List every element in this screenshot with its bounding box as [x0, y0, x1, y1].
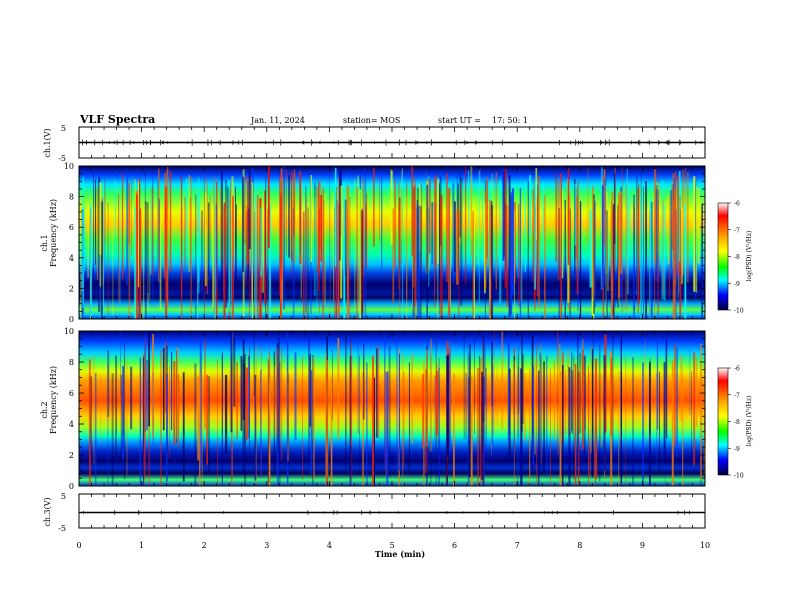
ch3-ytick-bottom: -5	[58, 524, 66, 533]
time-axis-tick-label: 3	[264, 541, 269, 550]
ch1-spectrogram-yticks: 0 2 4 6 8 10	[64, 162, 705, 324]
ch3-waveform-time-ticks	[78, 494, 706, 528]
frequency-tick-label: 8	[69, 358, 74, 367]
ch1-ytick-top: 5	[61, 124, 66, 133]
colorbar-tick-label: -6	[734, 366, 740, 373]
colorbar-tick-label: -8	[734, 419, 740, 426]
colorbar-tick-label: -7	[734, 227, 740, 234]
ch1-colorbar-scale	[717, 202, 729, 311]
ch1-spectrogram-time-ticks	[78, 166, 706, 319]
header-start-time: 17: 50: 1	[492, 116, 528, 125]
ch1-spectrogram-ylabel: Frequency (kHz)	[49, 199, 58, 267]
ch2-colorbar-scale	[717, 367, 729, 476]
ch3-waveform-frame	[78, 493, 706, 529]
frequency-tick-label: 4	[69, 420, 74, 429]
time-axis-tick-label: 2	[202, 541, 207, 550]
colorbar-tick-label: -9	[734, 446, 740, 453]
ch2-spectrogram-plot	[79, 331, 705, 486]
ch2-spectrogram-channel-label: ch.2	[40, 401, 49, 418]
ch1-spectrogram-panel: 0 2 4 6 8 10 ch.1 Frequency (kHz)	[40, 162, 706, 324]
figure-title: VLF Spectra	[79, 113, 155, 126]
ch3-waveform-panel: 5 -5 ch.3(V)	[43, 492, 706, 533]
time-axis-tick-label: 1	[139, 541, 144, 550]
colorbar-tick-label: -10	[734, 308, 744, 315]
colorbar-tick-label: -8	[734, 254, 740, 261]
time-axis-tick-label: 0	[76, 541, 81, 550]
ch1-waveform-ylabel: ch.1(V)	[43, 128, 52, 157]
ch1-waveform-time-ticks	[78, 127, 706, 158]
colorbar-tick-label: -7	[734, 392, 740, 399]
time-axis-tick-label: 9	[640, 541, 645, 550]
header-date: Jan. 11, 2024	[250, 116, 305, 125]
time-axis-tick-label: 6	[452, 541, 457, 550]
colorbar-tick-label: -9	[734, 281, 740, 288]
frequency-tick-label: 0	[69, 482, 74, 491]
ch3-waveform-ylabel: ch.3(V)	[43, 497, 52, 526]
time-axis-label: Time (min)	[375, 549, 425, 559]
frequency-tick-label: 8	[69, 193, 74, 202]
ch2-colorbar-label: log(PSD) (V²/Hz)	[746, 396, 753, 447]
ch2-spectrogram-ylabel: Frequency (kHz)	[49, 366, 58, 434]
frequency-tick-label: 6	[69, 223, 74, 232]
ch1-waveform-spikes	[82, 139, 702, 146]
ch2-spectrogram-yticks: 0 2 4 6 8 10	[64, 327, 705, 491]
ch2-spectrogram-time-ticks	[78, 331, 706, 486]
time-axis-tick-label: 8	[577, 541, 582, 550]
time-axis-tick-label: 4	[327, 541, 332, 550]
frequency-tick-label: 6	[69, 389, 74, 398]
frequency-tick-label: 10	[64, 327, 74, 336]
ch1-waveform-panel: 5 -5 ch.1(V)	[43, 124, 706, 163]
time-axis-tick-label: 5	[389, 541, 394, 550]
ch2-colorbar-ticks: -6 -7 -8 -9 -10	[728, 366, 744, 480]
header-start-label: start UT =	[438, 116, 481, 125]
ch2-spectrogram-panel: 0 2 4 6 8 10 ch.2 Frequency (kHz)	[40, 327, 706, 491]
ch1-colorbar-ticks: -6 -7 -8 -9 -10	[728, 201, 744, 315]
time-axis-tick-label: 7	[515, 541, 520, 550]
ch2-colorbar: -6 -7 -8 -9 -10 log(PSD) (V²/Hz)	[717, 366, 753, 480]
ch1-colorbar: -6 -7 -8 -9 -10 log(PSD) (V²/Hz)	[717, 201, 753, 315]
time-axis-tick-label: 10	[700, 541, 710, 550]
colorbar-tick-label: -10	[734, 473, 744, 480]
frequency-tick-label: 4	[69, 254, 74, 263]
frequency-tick-label: 2	[69, 451, 74, 460]
header-station: station= MOS	[343, 116, 400, 125]
ch3-ytick-top: 5	[61, 492, 66, 501]
ch1-ytick-bottom: -5	[58, 154, 66, 163]
ch1-spectrogram-plot	[79, 166, 705, 319]
ch3-waveform-spikes	[82, 510, 691, 515]
frequency-tick-label: 10	[64, 162, 74, 171]
ch1-spectrogram-channel-label: ch.1	[40, 234, 49, 251]
frequency-tick-label: 0	[69, 315, 74, 324]
colorbar-tick-label: -6	[734, 201, 740, 208]
ch1-colorbar-label: log(PSD) (V²/Hz)	[746, 231, 753, 282]
frequency-tick-label: 2	[69, 284, 74, 293]
time-axis-tick-labels: 0 1 2 3 4 5 6 7 8 9 10	[76, 541, 710, 550]
